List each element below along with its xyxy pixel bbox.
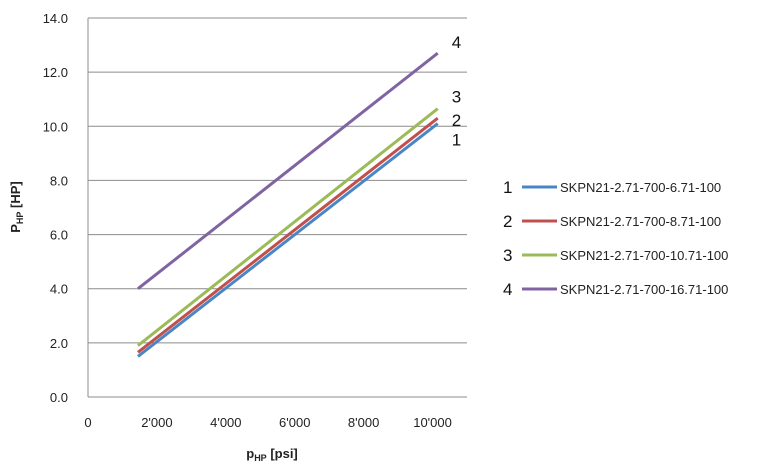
legend: 1 SKPN21-2.71-700-6.71-100 2 SKPN21-2.71-70…: [503, 178, 728, 299]
y-tick-label: 12.0: [43, 65, 68, 80]
legend-label-2: SKPN21-2.71-700-8.71-100: [560, 214, 721, 229]
x-tick-label: 2'000: [141, 415, 172, 430]
series-line-4: [138, 53, 438, 289]
series-end-label-4: 4: [452, 33, 461, 52]
series-line-2: [138, 118, 438, 352]
y-tick-label: 2.0: [50, 336, 68, 351]
y-tick-label: 10.0: [43, 119, 68, 134]
legend-label-3: SKPN21-2.71-700-10.71-100: [560, 248, 728, 263]
y-tick-label: 6.0: [50, 228, 68, 243]
series-line-3: [138, 109, 438, 346]
x-axis-ticks: 0 2'000 4'000 6'000 8'000 10'000: [84, 415, 451, 430]
y-tick-label: 8.0: [50, 173, 68, 188]
x-tick-label: 0: [84, 415, 91, 430]
legend-label-4: SKPN21-2.71-700-16.71-100: [560, 282, 728, 297]
x-tick-label: 4'000: [210, 415, 241, 430]
y-tick-label: 4.0: [50, 282, 68, 297]
series-end-label-3: 3: [452, 88, 461, 107]
x-tick-label: 8'000: [348, 415, 379, 430]
series-end-label-1: 1: [452, 131, 461, 150]
y-tick-label: 0.0: [50, 390, 68, 405]
y-axis-ticks: 0.0 2.0 4.0 6.0 8.0 10.0 12.0 14.0: [43, 11, 68, 405]
x-axis-title: pHP [psi]: [246, 446, 298, 463]
legend-number-1: 1: [503, 178, 512, 197]
legend-number-3: 3: [503, 246, 512, 265]
legend-number-2: 2: [503, 212, 512, 231]
series-line-1: [138, 124, 438, 357]
legend-number-4: 4: [503, 280, 512, 299]
y-tick-label: 14.0: [43, 11, 68, 26]
y-axis-title: PHP [HP]: [8, 181, 25, 233]
legend-label-1: SKPN21-2.71-700-6.71-100: [560, 180, 721, 195]
series-lines: [138, 53, 438, 356]
x-tick-label: 10'000: [413, 415, 452, 430]
series-end-label-2: 2: [452, 111, 461, 130]
x-tick-label: 6'000: [279, 415, 310, 430]
series-end-labels: 12 3 4: [452, 33, 461, 149]
